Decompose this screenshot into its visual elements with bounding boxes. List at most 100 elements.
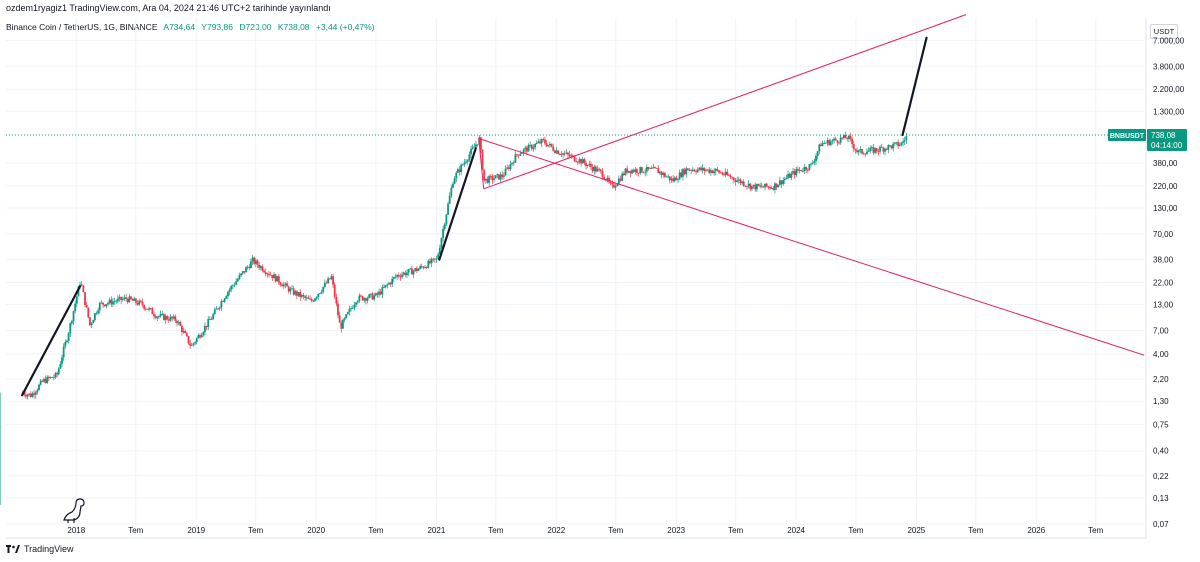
- candle-body: [836, 140, 839, 143]
- x-axis[interactable]: 2018 Tem 2019 Tem 2020 Tem 2021 Tem 2022 Tem 2023 T…: [67, 526, 1103, 535]
- candle-body: [149, 308, 152, 309]
- candle-body: [217, 308, 219, 310]
- candle-body: [281, 284, 284, 287]
- candle-body: [488, 176, 491, 183]
- candle-body: [695, 171, 697, 173]
- candle-body: [897, 142, 900, 147]
- candle-body: [608, 177, 610, 182]
- y-tick-label: 1,30: [1153, 397, 1169, 406]
- candle-body: [171, 316, 173, 319]
- candle-body: [586, 164, 589, 166]
- candle-body: [494, 175, 497, 179]
- price-tag-value: 738,08: [1151, 131, 1176, 140]
- candle-body: [711, 170, 714, 174]
- y-axis[interactable]: 7.000,00 3.800,00 2.200,00 1.300,00 380,00 22…: [1153, 37, 1185, 529]
- candle-body: [491, 176, 494, 181]
- candle-body: [397, 274, 400, 277]
- candle-body: [59, 363, 62, 369]
- candle-body: [259, 266, 262, 268]
- candle-body: [565, 152, 568, 154]
- x-tick-label: 2026: [1027, 526, 1045, 535]
- candle-body: [596, 168, 599, 172]
- candle-body: [511, 162, 514, 164]
- candle-body: [512, 162, 515, 164]
- candle-body: [632, 170, 635, 172]
- candle-body: [765, 183, 768, 187]
- candle-body: [369, 293, 372, 295]
- x-tick-label: Tem: [248, 526, 263, 535]
- candle-body: [276, 276, 279, 282]
- candle-body: [435, 258, 438, 260]
- candle-body: [882, 147, 885, 152]
- candle-body: [274, 274, 277, 282]
- candle-body: [557, 150, 560, 155]
- candle-body: [353, 304, 356, 308]
- candle-body: [797, 169, 799, 171]
- candle-body: [218, 307, 221, 309]
- candle-body: [824, 142, 827, 144]
- candle-body: [678, 172, 681, 180]
- y-tick-label: 4,00: [1153, 350, 1169, 359]
- symbol-title[interactable]: Binance Coin / TetherUS, 1G, BINANCE: [6, 22, 158, 32]
- candle-body: [746, 185, 748, 187]
- candle-body: [849, 135, 852, 139]
- candle-body: [287, 286, 290, 292]
- candle-body: [550, 143, 553, 147]
- candle-body: [479, 137, 482, 150]
- candle-body: [373, 295, 376, 300]
- currency-badge[interactable]: USDT: [1150, 24, 1178, 39]
- candle-body: [342, 319, 344, 329]
- y-tick-label: 0,40: [1153, 447, 1169, 456]
- candle-body: [176, 320, 178, 324]
- candle-body: [46, 376, 49, 383]
- last-price-label: BNBUSDT 738,08 04:14:00: [1108, 129, 1187, 152]
- brand-logo[interactable]: TradingView: [6, 544, 74, 554]
- candle-body: [683, 169, 686, 175]
- candle-body: [780, 180, 783, 185]
- candle-body: [902, 141, 904, 143]
- candle-body: [889, 145, 891, 146]
- change-value: +3,44 (+0,47%): [315, 22, 375, 32]
- candle-body: [222, 301, 224, 303]
- candle-body: [461, 164, 464, 166]
- candle-body: [826, 140, 829, 143]
- candle-body: [126, 299, 129, 303]
- candle-body: [394, 276, 397, 278]
- candle-body: [847, 135, 850, 139]
- dinosaur-icon[interactable]: [63, 498, 85, 523]
- candle-body: [875, 148, 878, 152]
- candle-body: [521, 152, 523, 154]
- candle-body: [668, 176, 671, 181]
- projection-line: [438, 147, 477, 261]
- candle-body: [345, 314, 348, 319]
- candle-body: [821, 143, 824, 147]
- candle-body: [307, 297, 310, 299]
- candle-body: [470, 148, 472, 155]
- candle-body: [225, 296, 228, 299]
- candle-body: [757, 184, 760, 186]
- candle-body: [870, 147, 873, 149]
- candle-body: [443, 224, 446, 229]
- x-tick-label: 2018: [67, 526, 85, 535]
- candle-body: [141, 301, 144, 306]
- candle-body: [419, 266, 422, 269]
- candle-body: [601, 170, 604, 177]
- candle-body: [156, 316, 159, 319]
- candle-body: [161, 313, 164, 315]
- candle-body: [637, 172, 640, 174]
- candle-body: [645, 166, 648, 172]
- candle-body: [585, 163, 587, 166]
- candle-body: [498, 174, 500, 180]
- candle-body: [112, 301, 114, 305]
- candle-body: [399, 276, 402, 278]
- candle-body: [337, 303, 339, 316]
- candle-body: [588, 163, 591, 165]
- candle-body: [672, 178, 674, 182]
- candle-body: [123, 297, 126, 299]
- candle-body: [818, 144, 821, 152]
- candle-body: [677, 179, 679, 181]
- candle-body: [340, 322, 343, 329]
- candle-body: [900, 142, 903, 145]
- symbol-tag: [1108, 129, 1146, 142]
